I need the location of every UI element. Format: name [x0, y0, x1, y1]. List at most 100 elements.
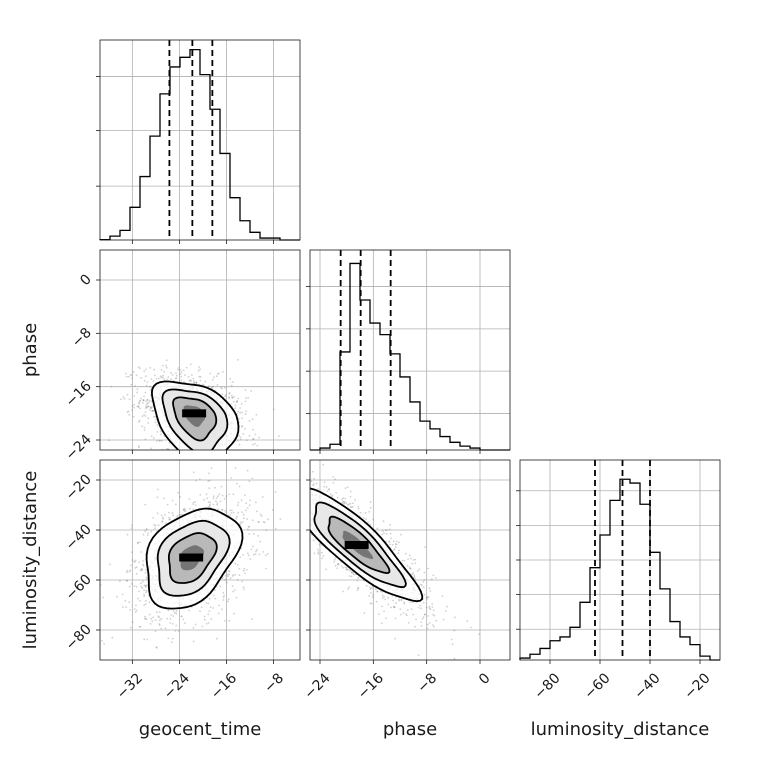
sample-point [312, 470, 314, 473]
sample-point [347, 568, 350, 571]
sample-point [146, 534, 149, 537]
sample-point [207, 501, 210, 503]
sample-point [305, 518, 307, 520]
sample-point [441, 595, 444, 598]
sample-point [176, 515, 179, 517]
sample-point [444, 610, 447, 612]
sample-point [344, 497, 347, 500]
sample-point [291, 487, 293, 489]
sample-point [142, 560, 145, 562]
sample-point [244, 389, 247, 391]
sample-point [345, 568, 348, 571]
sample-point [166, 447, 169, 450]
sample-point [303, 490, 305, 492]
sample-point [399, 613, 402, 616]
sample-point [207, 480, 210, 482]
sample-point [214, 458, 216, 460]
sample-point [174, 377, 177, 380]
sample-point [145, 618, 148, 621]
sample-point [231, 575, 234, 577]
sample-point [239, 436, 242, 439]
tick-label-x-luminosity_distance-1: −60 [581, 670, 613, 702]
sample-point [145, 368, 147, 371]
sample-point [264, 469, 266, 471]
sample-point [247, 526, 250, 528]
sample-point [238, 574, 241, 577]
sample-point [270, 456, 272, 458]
sample-point [325, 486, 328, 488]
sample-point [126, 579, 128, 582]
sample-point [336, 496, 339, 499]
sample-point [425, 596, 428, 599]
sample-point [206, 463, 208, 465]
sample-point [383, 532, 385, 535]
sample-point [177, 454, 179, 456]
sample-point [223, 594, 226, 597]
sample-point [340, 565, 343, 567]
sample-point [102, 596, 104, 599]
sample-point [171, 499, 174, 502]
sample-point [183, 381, 186, 383]
sample-point [205, 622, 208, 625]
sample-point [305, 472, 307, 474]
sample-point [298, 473, 300, 475]
sample-point [199, 368, 202, 371]
sample-point [128, 414, 131, 416]
sample-point [271, 509, 274, 511]
sample-point [175, 624, 178, 627]
sample-point [242, 586, 245, 588]
sample-point [141, 415, 144, 418]
sample-point [211, 465, 213, 467]
sample-point [154, 524, 157, 527]
sample-point [145, 591, 147, 594]
sample-point [207, 602, 210, 605]
sample-point [244, 494, 246, 497]
sample-point [172, 379, 175, 382]
sample-point [312, 539, 315, 542]
sample-point [149, 367, 152, 369]
sample-point [307, 521, 309, 523]
sample-point [429, 590, 432, 592]
sample-point [131, 559, 134, 562]
sample-point [193, 381, 196, 384]
sample-point [428, 607, 431, 609]
sample-point [127, 375, 130, 378]
sample-point [255, 413, 258, 416]
sample-point [224, 574, 227, 577]
sample-point [331, 494, 334, 497]
sample-point [357, 507, 360, 510]
sample-point [192, 451, 194, 453]
sample-point [343, 500, 345, 503]
sample-point [207, 622, 210, 624]
sample-point [140, 568, 143, 570]
sample-point [245, 453, 247, 455]
sample-point [157, 524, 160, 527]
sample-point [282, 473, 284, 475]
sample-point [346, 568, 348, 571]
sample-point [307, 502, 309, 504]
sample-point [289, 472, 291, 474]
sample-point [249, 499, 252, 502]
sample-point [145, 600, 147, 602]
sample-point [153, 368, 156, 371]
sample-point [192, 640, 195, 643]
sample-point [125, 571, 128, 574]
sample-point [236, 412, 239, 415]
sample-point [271, 465, 273, 467]
sample-point [191, 374, 193, 376]
sample-point [318, 543, 321, 546]
sample-point [308, 503, 310, 505]
sample-point [304, 505, 306, 507]
sample-point [417, 654, 420, 657]
sample-point [143, 395, 146, 398]
sample-point [364, 511, 367, 514]
sample-point [141, 568, 143, 571]
sample-point [289, 465, 291, 467]
sample-point [413, 576, 416, 578]
sample-point [237, 501, 240, 504]
sample-point [249, 558, 252, 560]
sample-point [144, 571, 147, 574]
sample-point [302, 497, 304, 499]
sample-point [110, 385, 113, 388]
sample-point [248, 525, 251, 528]
